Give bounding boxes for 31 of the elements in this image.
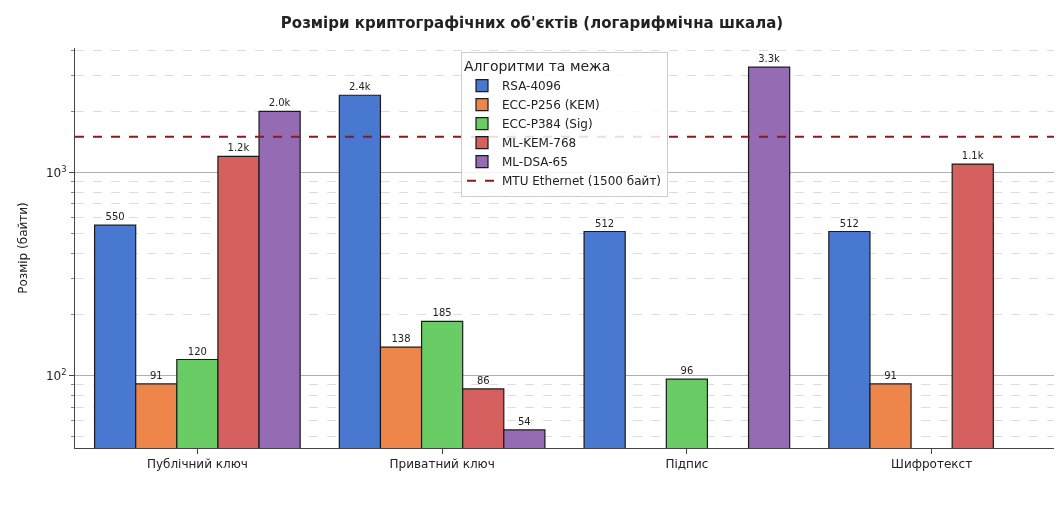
data-label: 2.4k — [348, 81, 371, 93]
legend-label: MTU Ethernet (1500 байт) — [502, 174, 662, 189]
y-axis-title: Розмір (байти) — [16, 202, 31, 294]
data-label: 120 — [187, 345, 207, 357]
x-tick-label: Підпис — [665, 457, 709, 472]
legend-title: Алгоритми та межа — [464, 58, 611, 75]
data-label: 54 — [517, 415, 531, 427]
data-label: 91 — [884, 369, 897, 381]
data-label: 512 — [839, 217, 859, 229]
x-tick-label: Публічний ключ — [146, 457, 248, 472]
legend-label: ECC-P384 (Sig) — [502, 117, 593, 132]
data-label: 91 — [149, 369, 163, 381]
legend-label: ML-KEM-768 — [502, 136, 577, 151]
data-label: 1.2k — [227, 142, 250, 154]
data-label: 86 — [476, 374, 490, 386]
chart-title: Розміри криптографічних об'єктів (логарифмічна шкала) — [280, 14, 784, 33]
legend-label: RSA-4096 — [502, 79, 561, 94]
data-label: 512 — [595, 217, 615, 229]
legend-label: ECC-P256 (KEM) — [502, 98, 600, 113]
data-label: 2.0k — [268, 97, 291, 109]
x-tick-label: Приватний ключ — [389, 457, 495, 472]
data-label: 138 — [391, 333, 411, 345]
data-label: 550 — [105, 211, 125, 223]
data-label: 1.1k — [961, 150, 984, 162]
data-label: 185 — [432, 307, 452, 319]
y-tick-label: 10$^{2}$ — [45, 366, 67, 383]
data-label: 96 — [680, 365, 694, 377]
y-tick-label: 10$^{3}$ — [45, 163, 67, 180]
x-tick-label: Шифротекст — [891, 457, 973, 472]
data-label: 3.3k — [758, 53, 781, 65]
legend-label: ML-DSA-65 — [502, 155, 568, 170]
